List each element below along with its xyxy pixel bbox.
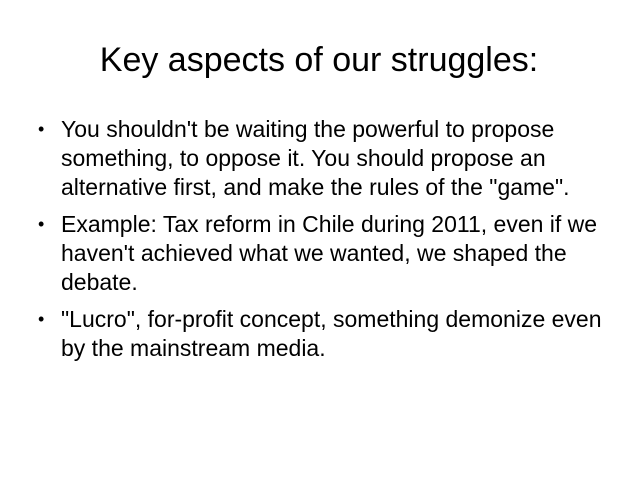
- bullet-icon: •: [38, 119, 45, 139]
- bullet-text: "Lucro", for-profit concept, something d…: [61, 306, 602, 361]
- bullet-item: • You shouldn't be waiting the powerful …: [37, 115, 607, 202]
- bullet-item: • "Lucro", for-profit concept, something…: [37, 305, 607, 363]
- bullet-item: • Example: Tax reform in Chile during 20…: [37, 210, 607, 297]
- slide-title: Key aspects of our struggles:: [99, 41, 539, 79]
- bullet-text: You shouldn't be waiting the powerful to…: [61, 116, 570, 200]
- bullet-list: • You shouldn't be waiting the powerful …: [37, 115, 607, 371]
- bullet-text: Example: Tax reform in Chile during 2011…: [61, 211, 598, 295]
- bullet-icon: •: [38, 214, 45, 234]
- bullet-icon: •: [38, 309, 45, 329]
